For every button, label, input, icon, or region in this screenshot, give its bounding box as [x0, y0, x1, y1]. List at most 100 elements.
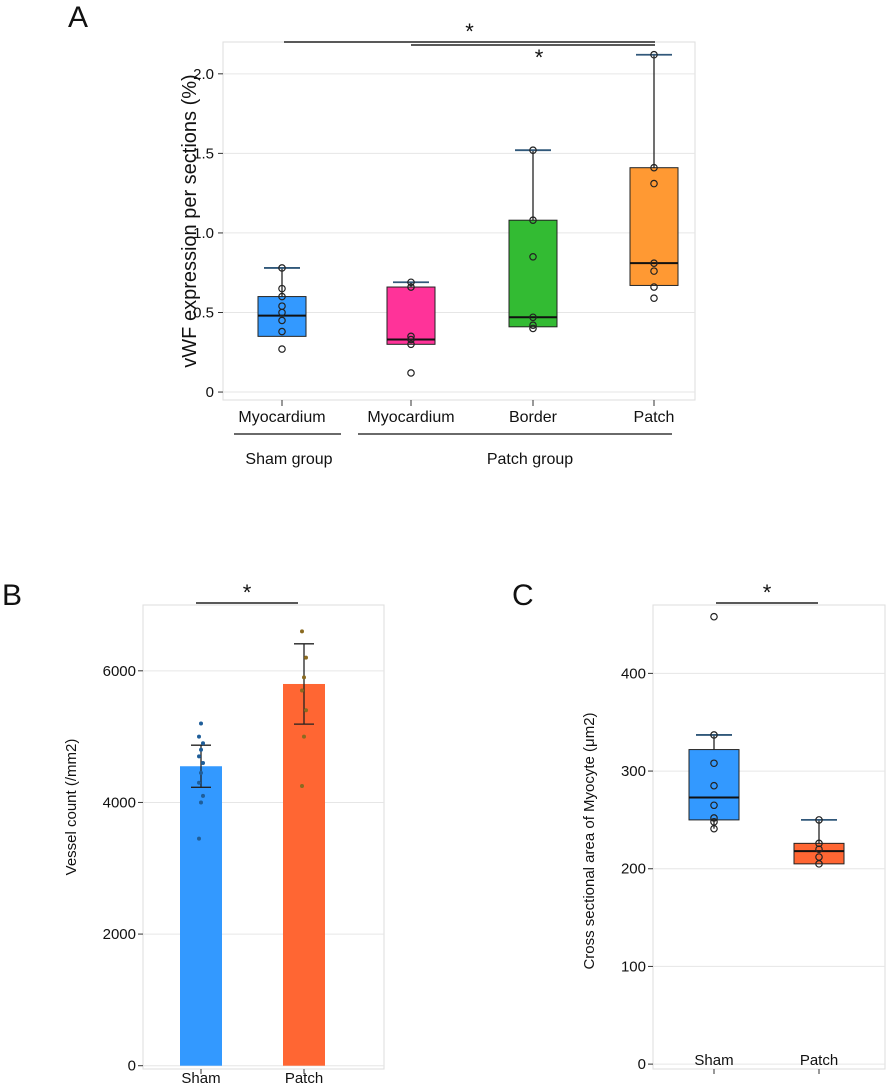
- data-point: [529, 252, 537, 261]
- y-tick-label: 4000: [103, 794, 136, 811]
- significance-b: *: [196, 580, 298, 605]
- y-tick-label: 400: [621, 665, 646, 682]
- significance-star: *: [535, 45, 544, 70]
- group-label-sham: Sham group: [245, 451, 332, 468]
- y-axis-label-b: Vessel count (/mm2): [63, 739, 80, 876]
- bar-group: [283, 629, 325, 1066]
- y-tick-label: 100: [621, 958, 646, 975]
- y-tick-label: 2.0: [193, 66, 214, 83]
- x-tick-label: Sham: [181, 1070, 220, 1085]
- data-point: [197, 780, 201, 785]
- y-tick-label: 200: [621, 861, 646, 878]
- panel-c: C Cross sectional area of Myocyte (μm2) …: [512, 579, 886, 1074]
- x-ticks-b: Sham Patch: [181, 1069, 323, 1085]
- data-point: [710, 759, 718, 768]
- data-point: [529, 146, 537, 154]
- data-point: [407, 335, 415, 344]
- data-point: [300, 629, 304, 634]
- group-labels-a: Sham group Patch group: [234, 433, 672, 468]
- y-tick-label: 1.5: [193, 145, 214, 162]
- gridlines-a: [223, 73, 695, 393]
- data-point: [278, 292, 286, 301]
- data-point: [407, 369, 415, 377]
- y-ticks-a: 0 0.5 1.0 1.5 2.0: [193, 66, 223, 401]
- data-point: [710, 731, 718, 739]
- data-point: [197, 836, 201, 841]
- y-tick-label: 300: [621, 763, 646, 780]
- panel-label-b: B: [2, 579, 22, 612]
- boxes-c: [688, 612, 845, 868]
- panel-label-a: A: [68, 1, 88, 34]
- plot-area-c: [652, 604, 886, 1070]
- box: [386, 286, 436, 345]
- box-group: [386, 278, 436, 377]
- y-tick-label: 1.0: [193, 225, 214, 242]
- y-tick-label: 0: [206, 384, 214, 401]
- data-point: [529, 216, 537, 225]
- significance-star: *: [243, 580, 252, 605]
- data-point: [302, 734, 306, 739]
- bar-group: [180, 721, 222, 1066]
- data-point: [710, 818, 718, 826]
- data-point: [529, 324, 537, 333]
- data-point: [815, 816, 823, 824]
- data-point: [710, 814, 718, 822]
- data-point: [650, 283, 658, 291]
- y-axis-label-c: Cross sectional area of Myocyte (μm2): [581, 712, 598, 969]
- y-tick-label: 0.5: [193, 304, 214, 321]
- significance-star: *: [465, 19, 474, 44]
- box-group: [257, 264, 307, 353]
- y-tick-label: 0: [128, 1058, 136, 1075]
- data-point: [529, 313, 537, 322]
- data-point: [650, 50, 658, 59]
- bars-b: [180, 629, 325, 1066]
- data-point: [201, 760, 205, 765]
- data-point: [650, 267, 658, 275]
- data-point: [278, 316, 286, 325]
- y-ticks-b: 0 2000 4000 6000: [103, 663, 143, 1075]
- data-point: [300, 783, 304, 788]
- data-point: [197, 734, 201, 739]
- data-point: [815, 839, 823, 848]
- data-point: [650, 163, 658, 172]
- panel-b: B Vessel count (/mm2) 0 2000 4000 6000 Sham…: [2, 579, 385, 1085]
- significance-c: *: [716, 580, 818, 605]
- box-group: [793, 816, 845, 868]
- boxes-a: [257, 50, 679, 377]
- group-label-patch: Patch group: [487, 451, 573, 468]
- data-point: [278, 284, 286, 293]
- panel-label-c: C: [512, 579, 534, 612]
- data-point: [710, 781, 718, 790]
- x-tick-label: Border: [509, 409, 558, 426]
- data-point: [278, 302, 286, 310]
- x-tick-label: Sham: [694, 1052, 733, 1069]
- box-group: [629, 50, 679, 302]
- data-point: [197, 754, 201, 759]
- y-ticks-c: 0 100 200 300 400: [621, 665, 653, 1073]
- y-tick-label: 6000: [103, 663, 136, 680]
- data-point: [201, 741, 205, 746]
- data-point: [199, 721, 203, 726]
- significance-a: **: [284, 19, 655, 70]
- data-point: [199, 770, 203, 775]
- x-tick-label: Patch: [285, 1070, 323, 1085]
- data-point: [278, 327, 286, 336]
- data-point: [529, 321, 537, 330]
- y-axis-label-a: vWF expression per sections (%): [179, 74, 201, 367]
- data-point: [304, 708, 308, 713]
- data-point: [650, 179, 658, 188]
- data-point: [278, 345, 286, 353]
- x-tick-label: Myocardium: [238, 409, 325, 426]
- box-group: [508, 146, 558, 333]
- significance-star: *: [763, 580, 772, 605]
- x-tick-label: Myocardium: [367, 409, 454, 426]
- data-point: [199, 747, 203, 752]
- box: [508, 219, 558, 328]
- plot-area-a: [222, 41, 696, 401]
- plot-area-b: [142, 604, 385, 1070]
- panel-a: A vWF expression per sections (%) 0 0.5 1.…: [68, 1, 696, 468]
- data-point: [710, 801, 718, 810]
- data-point: [407, 278, 415, 287]
- x-tick-label: Patch: [800, 1052, 838, 1069]
